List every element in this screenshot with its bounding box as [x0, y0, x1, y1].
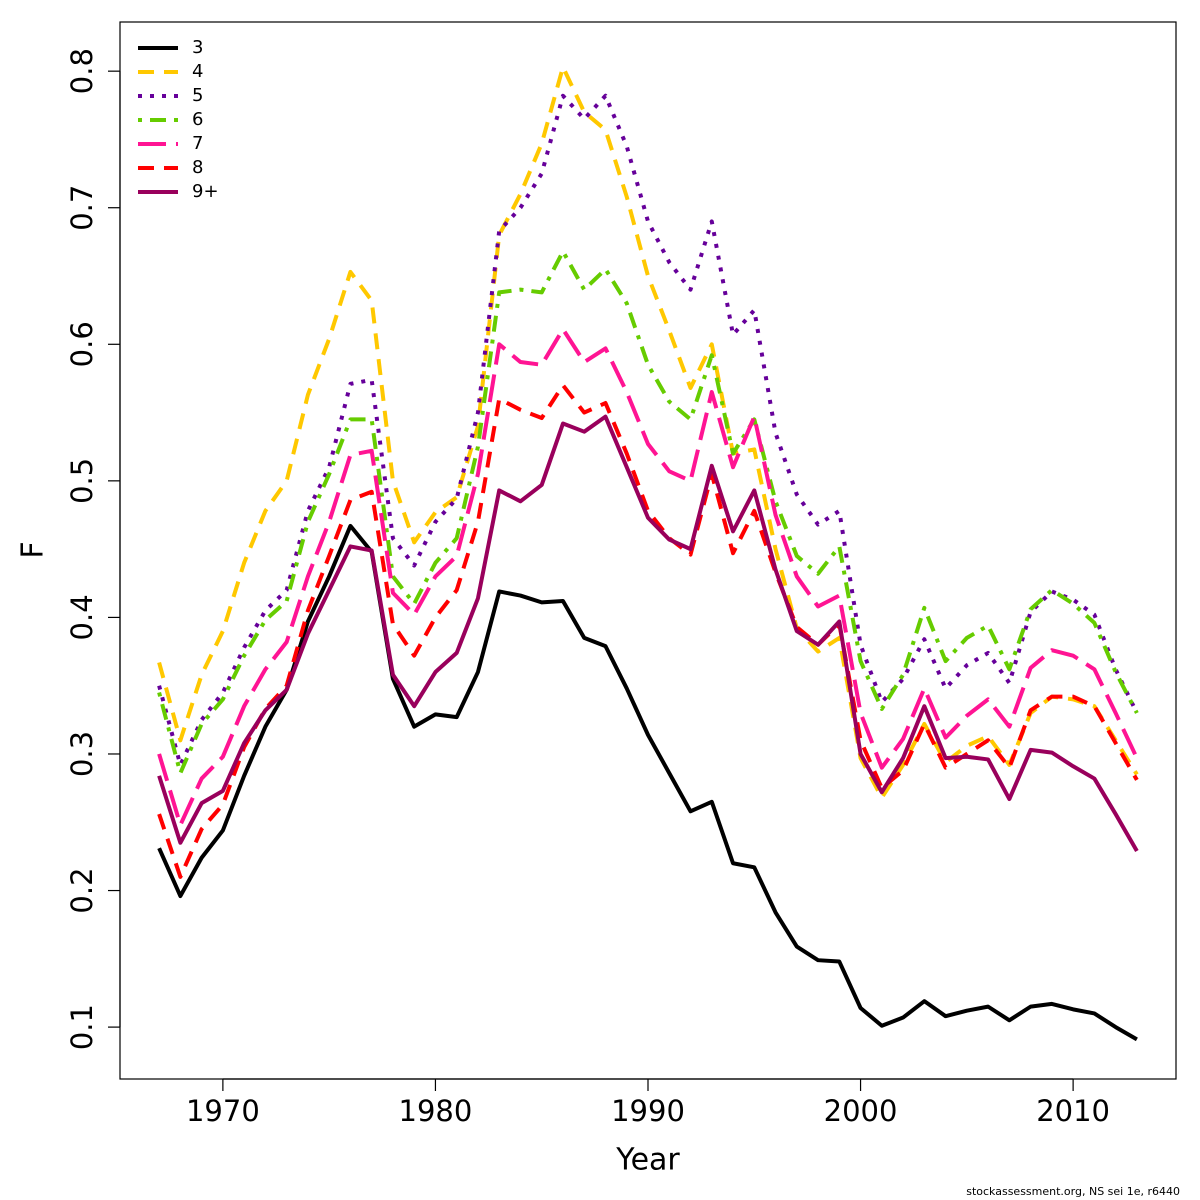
x-tick-label: 1970: [186, 1094, 260, 1128]
footer: stockassessment.org, NS sei 1e, r6440: [966, 1185, 1180, 1198]
y-tick-label: 0.3: [65, 731, 99, 777]
series-line: [157, 523, 1138, 1042]
x-tick-label: 2010: [1036, 1094, 1110, 1128]
series-line: [157, 383, 1139, 879]
x-axis-label: Year: [615, 1143, 680, 1178]
legend-label: 6: [192, 109, 203, 130]
y-tick-label: 0.2: [65, 867, 99, 913]
series-line: [157, 65, 1139, 800]
legend-label: 5: [192, 85, 203, 106]
x-tick-label: 1980: [399, 1094, 473, 1128]
y-tick-label: 0.5: [65, 458, 99, 504]
legend-label: 9+: [192, 181, 219, 202]
series-line: [157, 93, 1139, 767]
series-line: [157, 249, 1139, 776]
y-tick-label: 0.7: [65, 185, 99, 231]
x-tick-label: 1990: [611, 1094, 685, 1128]
y-tick-label: 0.6: [65, 321, 99, 367]
legend-label: 8: [192, 157, 203, 178]
y-axis-label: F: [16, 541, 51, 558]
legend-label: 4: [192, 61, 203, 82]
legend-label: 7: [192, 133, 203, 154]
legend-label: 3: [192, 37, 203, 58]
x-tick-label: 2000: [824, 1094, 898, 1128]
y-tick-label: 0.8: [65, 48, 99, 94]
y-tick-label: 0.4: [65, 594, 99, 640]
series-line: [157, 327, 1139, 827]
plot-box: [119, 21, 1177, 1080]
y-tick-label: 0.1: [65, 1004, 99, 1050]
series-line: [157, 414, 1139, 852]
